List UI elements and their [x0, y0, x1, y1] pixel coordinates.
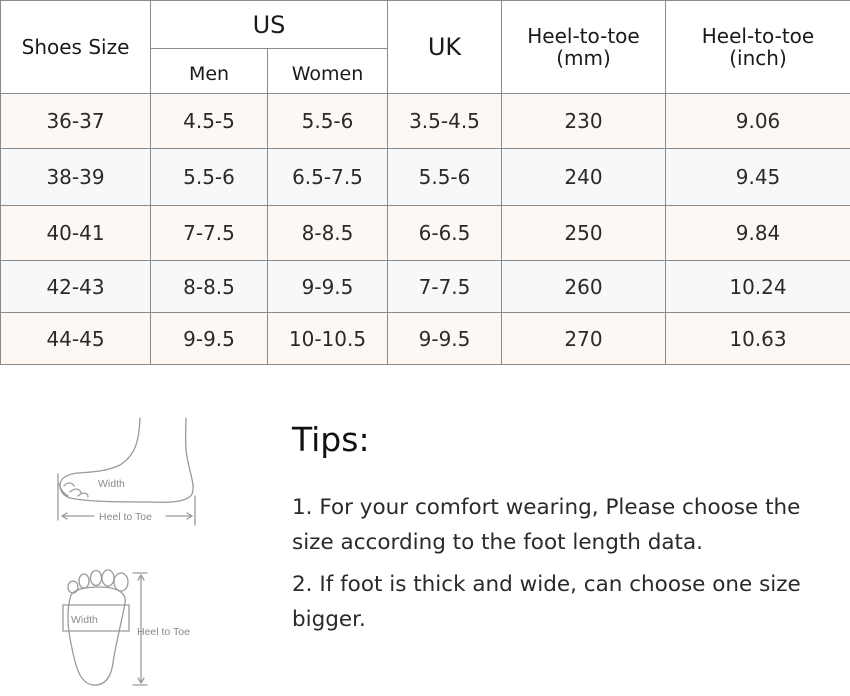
header-us: US [150, 0, 388, 49]
cell-us-women: 9-9.5 [267, 260, 388, 313]
header-heel-to-toe-inch: Heel-to-toe (inch) [665, 0, 850, 94]
cell-us-men: 8-8.5 [150, 260, 268, 313]
header-us-men: Men [150, 48, 268, 94]
cell-us-men: 4.5-5 [150, 93, 268, 149]
tips-title: Tips: [292, 420, 370, 459]
toe-small-1 [67, 580, 79, 594]
cell-uk: 5.5-6 [387, 148, 502, 206]
arrow-left-icon [61, 512, 68, 520]
table-row: 42-43 8-8.5 9-9.5 7-7.5 260 10.24 [0, 260, 850, 313]
cell-uk: 9-9.5 [387, 312, 502, 365]
side-width-label: Width [98, 478, 125, 490]
cell-size: 36-37 [0, 93, 151, 149]
toe-line [58, 483, 69, 497]
header-uk: UK [387, 0, 502, 94]
toe-small-3 [89, 569, 103, 587]
cell-heel-inch: 9.84 [665, 205, 850, 261]
cell-heel-mm: 270 [501, 312, 666, 365]
cell-us-women: 8-8.5 [267, 205, 388, 261]
cell-heel-inch: 9.45 [665, 148, 850, 206]
side-length-label: Heel to Toe [99, 511, 152, 523]
cell-heel-mm: 260 [501, 260, 666, 313]
header-heel-to-toe-mm: Heel-to-toe (mm) [501, 0, 666, 94]
header-heel-inch-line2: (inch) [729, 46, 787, 70]
table-row: 40-41 7-7.5 8-8.5 6-6.5 250 9.84 [0, 205, 850, 261]
tip-item-1: 1. For your comfort wearing, Please choo… [292, 495, 801, 555]
tip-item-2: 2. If foot is thick and wide, can choose… [292, 572, 801, 632]
toe-big [113, 572, 129, 592]
table-row: 36-37 4.5-5 5.5-6 3.5-4.5 230 9.06 [0, 93, 850, 149]
cell-size: 38-39 [0, 148, 151, 206]
toe-2 [69, 488, 82, 494]
header-heel-mm-line1: Heel-to-toe [527, 24, 640, 48]
cell-heel-inch: 10.63 [665, 312, 850, 365]
arrow-right-icon [186, 512, 193, 520]
cell-size: 40-41 [0, 205, 151, 261]
cell-heel-inch: 9.06 [665, 93, 850, 149]
header-heel-mm-line2: (mm) [556, 46, 611, 70]
foot-side-view-illustration: Width Heel to Toe [57, 417, 196, 526]
size-chart-table: Shoes Size US UK Heel-to-toe (mm) Heel-t… [0, 0, 850, 365]
cell-heel-mm: 230 [501, 93, 666, 149]
cell-us-men: 5.5-6 [150, 148, 268, 206]
arrow-down-icon [137, 677, 145, 684]
cell-us-women: 10-10.5 [267, 312, 388, 365]
top-length-label: Heel to Toe [137, 626, 190, 638]
cell-heel-mm: 240 [501, 148, 666, 206]
header-shoes-size: Shoes Size [0, 0, 151, 94]
header-heel-inch-line1: Heel-to-toe [701, 24, 815, 48]
toe-3 [77, 492, 89, 498]
cell-heel-inch: 10.24 [665, 260, 850, 313]
table-row: 44-45 9-9.5 10-10.5 9-9.5 270 10.63 [0, 312, 850, 365]
foot-outline-top [67, 586, 126, 686]
cell-uk: 6-6.5 [387, 205, 502, 261]
toe-small-2 [78, 573, 90, 589]
toe-1 [63, 482, 75, 487]
foot-top-view-illustration: Width Heel to Toe [62, 569, 190, 686]
cell-uk: 7-7.5 [387, 260, 502, 313]
cell-size: 44-45 [0, 312, 151, 365]
cell-us-men: 9-9.5 [150, 312, 268, 365]
cell-us-men: 7-7.5 [150, 205, 268, 261]
top-width-label: Width [71, 614, 98, 626]
cell-size: 42-43 [0, 260, 151, 313]
cell-us-women: 6.5-7.5 [267, 148, 388, 206]
cell-us-women: 5.5-6 [267, 93, 388, 149]
cell-uk: 3.5-4.5 [387, 93, 502, 149]
foot-outline-side [59, 417, 194, 503]
toe-small-4 [101, 569, 115, 587]
header-us-women: Women [267, 48, 388, 94]
table-row: 38-39 5.5-6 6.5-7.5 5.5-6 240 9.45 [0, 148, 850, 206]
cell-heel-mm: 250 [501, 205, 666, 261]
arrow-up-icon [137, 574, 145, 581]
width-box [62, 604, 130, 632]
